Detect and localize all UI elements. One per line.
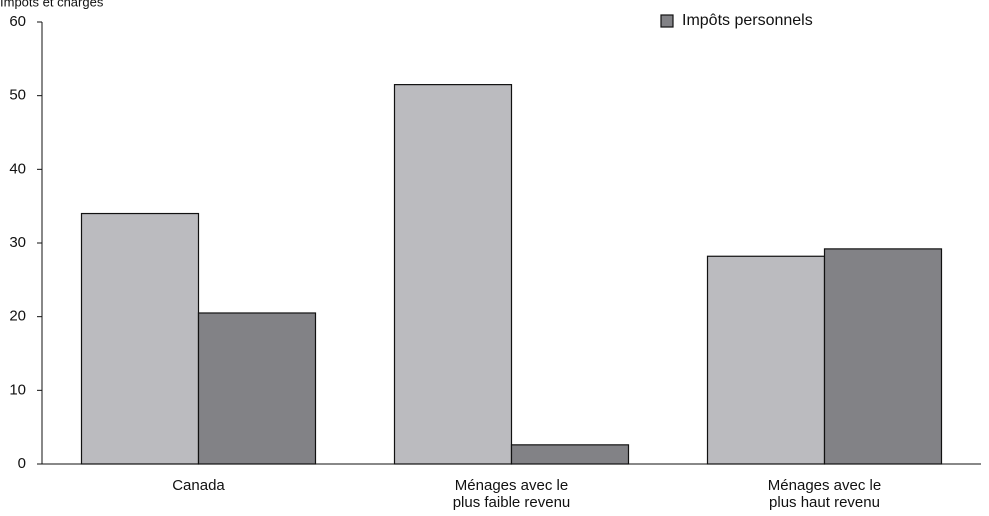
x-category-label: Canada [172, 477, 225, 494]
bar [823, 248, 943, 465]
y-tick-label: 50 [9, 87, 26, 104]
bar [510, 444, 630, 465]
bar [80, 212, 200, 465]
y-tick-label: 30 [9, 234, 26, 251]
legend-swatch [660, 14, 674, 28]
legend-label: Impôts personnels [682, 12, 813, 29]
y-tick-label: 0 [18, 455, 26, 472]
y-tick-label: 60 [9, 13, 26, 30]
top-label: Impôts et charges [0, 0, 104, 9]
bar [393, 84, 513, 465]
x-category-label: Ménages avec le plus haut revenu [768, 477, 881, 511]
bar [706, 255, 826, 465]
y-tick-label: 10 [9, 381, 26, 398]
y-tick-label: 20 [9, 308, 26, 325]
x-category-label: Ménages avec le plus faible revenu [453, 477, 571, 511]
bar [197, 312, 317, 465]
y-tick-label: 40 [9, 160, 26, 177]
